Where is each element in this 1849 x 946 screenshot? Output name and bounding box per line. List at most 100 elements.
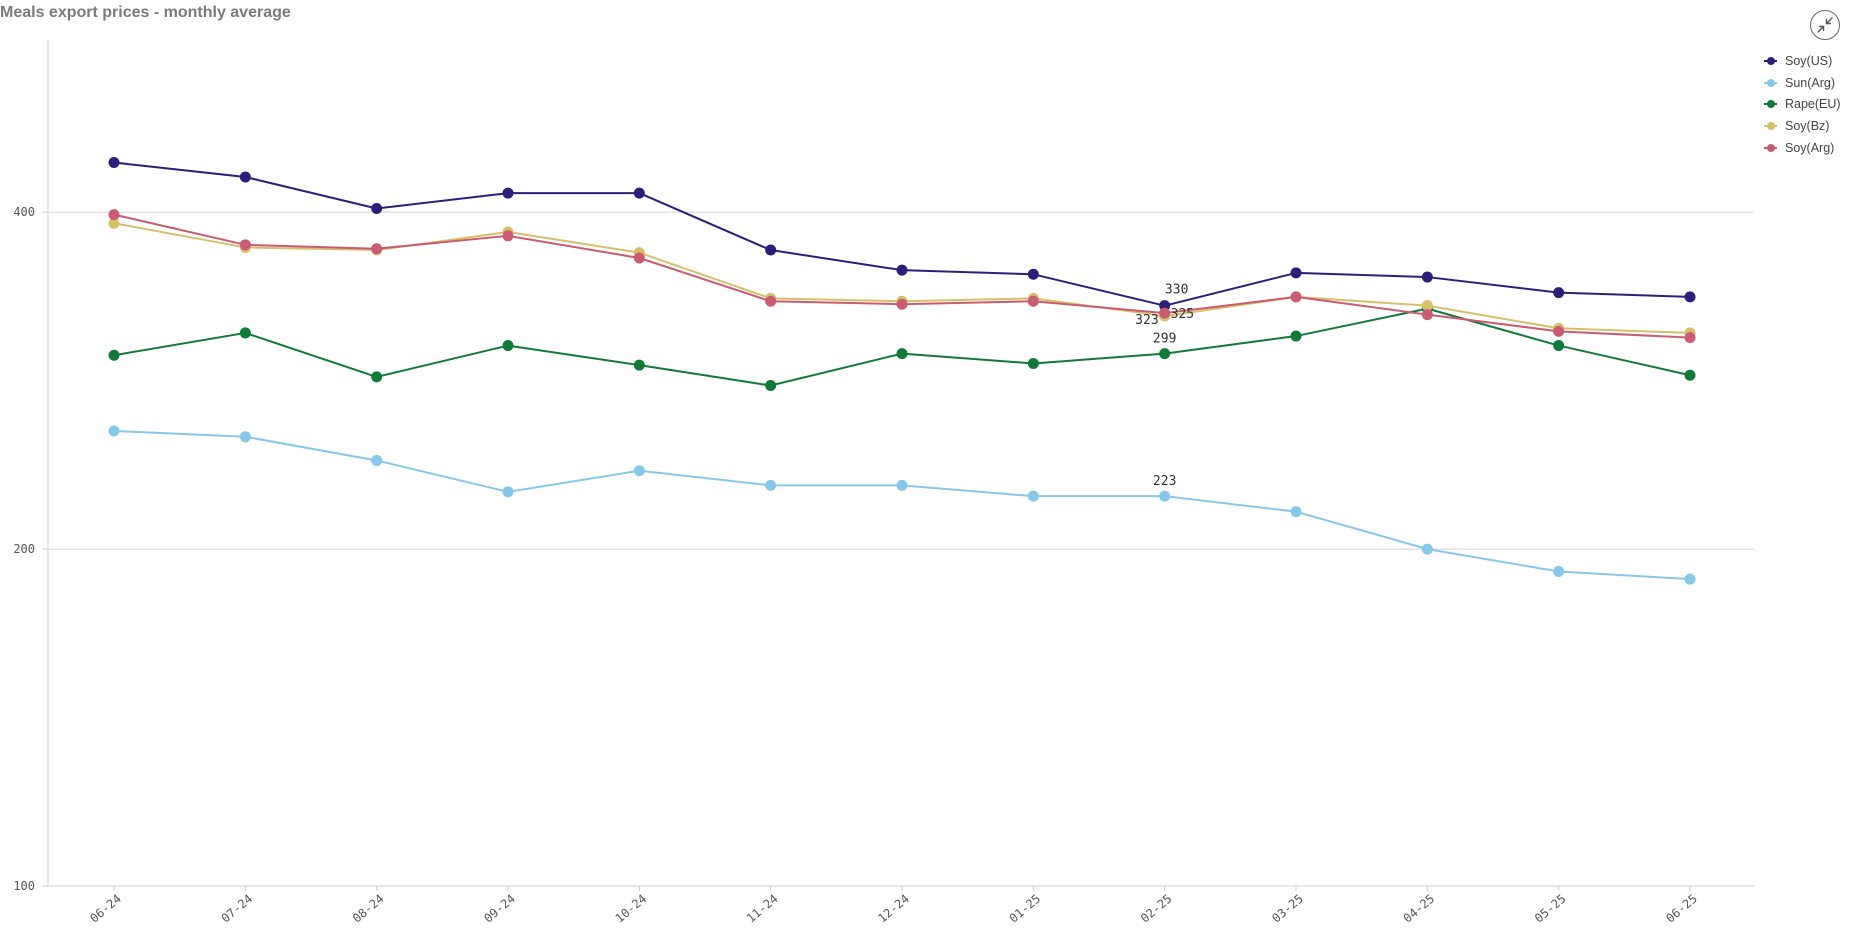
data-point-rape-eu-01-25[interactable] xyxy=(1027,357,1039,369)
data-point-rape-eu-05-25[interactable] xyxy=(1553,340,1565,352)
collapse-arrows-icon xyxy=(1817,17,1833,33)
y-tick-label-400: 400 xyxy=(13,205,35,219)
data-point-soy-us-07-24[interactable] xyxy=(239,171,251,183)
legend-swatch-sun-arg xyxy=(1764,78,1777,87)
legend-item-sun-arg[interactable]: Sun(Arg) xyxy=(1764,72,1849,94)
data-point-soy-arg-10-24[interactable] xyxy=(633,252,645,264)
data-point-rape-eu-12-24[interactable] xyxy=(896,348,908,360)
x-axis-ticks: 06-24 07-24 08-24 09-24 10-24 11-24 12-24 01-25… xyxy=(87,886,1700,926)
data-point-sun-arg-12-24[interactable] xyxy=(896,479,908,491)
data-point-rape-eu-11-24[interactable] xyxy=(765,380,777,392)
legend-label-soy-us: Soy(US) xyxy=(1785,53,1833,68)
data-point-soy-us-04-25[interactable] xyxy=(1421,271,1433,283)
x-tick-label-05-25: 05-25 xyxy=(1532,892,1569,926)
series-line-rape-eu xyxy=(113,307,1691,387)
legend-item-soy-arg[interactable]: Soy(Arg) xyxy=(1764,137,1849,159)
legend-item-soy-bz[interactable]: Soy(Bz) xyxy=(1764,115,1849,137)
data-point-soy-arg-05-25[interactable] xyxy=(1553,325,1565,337)
legend-item-soy-us[interactable]: Soy(US) xyxy=(1764,50,1849,72)
data-point-soy-arg-11-24[interactable] xyxy=(765,295,777,307)
data-point-sun-arg-09-24[interactable] xyxy=(502,486,514,498)
data-point-soy-arg-01-25[interactable] xyxy=(1027,295,1039,307)
data-point-sun-arg-08-24[interactable] xyxy=(371,454,383,466)
data-point-soy-bz-06-24[interactable] xyxy=(108,217,120,229)
data-point-sun-arg-02-25[interactable] xyxy=(1159,490,1171,502)
data-point-soy-arg-03-25[interactable] xyxy=(1290,291,1302,303)
gridlines xyxy=(48,211,1754,550)
data-point-soy-us-08-24[interactable] xyxy=(371,203,383,215)
data-point-rape-eu-08-24[interactable] xyxy=(371,371,383,383)
data-point-soy-bz-04-25[interactable] xyxy=(1421,300,1433,312)
data-point-soy-arg-02-25[interactable] xyxy=(1159,307,1171,319)
x-tick-label-06-25: 06-25 xyxy=(1663,892,1700,926)
data-point-rape-eu-07-24[interactable] xyxy=(239,327,251,339)
data-point-soy-us-01-25[interactable] xyxy=(1027,268,1039,280)
data-point-soy-arg-06-25[interactable] xyxy=(1684,332,1696,344)
data-point-sun-arg-06-24[interactable] xyxy=(108,425,120,437)
chart-legend: Soy(US) Sun(Arg) Rape(EU) Soy(Bz) Soy(Arg) xyxy=(1764,50,1849,158)
data-label-soy-us-02-25: 330 xyxy=(1165,283,1188,298)
series-line-sun-arg xyxy=(113,429,1691,581)
x-tick-label-03-25: 03-25 xyxy=(1269,892,1306,926)
data-point-soy-us-11-24[interactable] xyxy=(765,244,777,256)
x-tick-label-09-24: 09-24 xyxy=(481,892,518,926)
data-point-soy-us-06-25[interactable] xyxy=(1684,291,1696,303)
series-line-soy-arg xyxy=(113,213,1691,339)
data-label-soy-bz-02-25: 323 xyxy=(1135,313,1158,328)
data-point-soy-us-05-25[interactable] xyxy=(1553,287,1565,299)
x-tick-label-07-24: 07-24 xyxy=(219,892,256,926)
series-rape-eu xyxy=(108,303,1696,392)
data-point-soy-us-09-24[interactable] xyxy=(502,187,514,199)
data-point-soy-arg-04-25[interactable] xyxy=(1421,309,1433,321)
data-point-sun-arg-11-24[interactable] xyxy=(765,479,777,491)
legend-label-soy-arg: Soy(Arg) xyxy=(1785,140,1835,155)
data-label-rape-eu-02-25: 299 xyxy=(1153,332,1176,347)
legend-swatch-soy-bz xyxy=(1764,121,1777,130)
data-point-sun-arg-05-25[interactable] xyxy=(1553,565,1565,577)
chart-title: Meals export prices - monthly average xyxy=(0,4,291,21)
x-tick-label-10-24: 10-24 xyxy=(613,892,650,926)
data-point-rape-eu-09-24[interactable] xyxy=(502,340,514,352)
x-tick-label-01-25: 01-25 xyxy=(1007,892,1044,926)
data-point-rape-eu-10-24[interactable] xyxy=(633,359,645,371)
data-point-soy-us-03-25[interactable] xyxy=(1290,267,1302,279)
exit-fullscreen-button[interactable] xyxy=(1810,10,1840,40)
data-point-soy-arg-07-24[interactable] xyxy=(239,239,251,251)
series-line-soy-us xyxy=(113,161,1691,307)
data-point-rape-eu-02-25[interactable] xyxy=(1159,348,1171,360)
data-point-sun-arg-07-24[interactable] xyxy=(239,431,251,443)
data-point-soy-arg-12-24[interactable] xyxy=(896,298,908,310)
legend-label-sun-arg: Sun(Arg) xyxy=(1785,75,1836,90)
series-sun-arg xyxy=(108,425,1696,585)
series-soy-arg xyxy=(108,209,1696,344)
data-point-rape-eu-06-24[interactable] xyxy=(108,349,120,361)
legend-item-rape-eu[interactable]: Rape(EU) xyxy=(1764,93,1849,115)
data-point-rape-eu-03-25[interactable] xyxy=(1290,330,1302,342)
series-layer xyxy=(108,157,1696,585)
data-point-soy-us-06-24[interactable] xyxy=(108,157,120,169)
axes xyxy=(47,40,1754,887)
data-point-sun-arg-01-25[interactable] xyxy=(1027,490,1039,502)
legend-swatch-soy-arg xyxy=(1764,143,1777,152)
legend-label-rape-eu: Rape(EU) xyxy=(1785,97,1841,112)
x-tick-label-11-24: 11-24 xyxy=(744,892,781,926)
data-point-soy-arg-08-24[interactable] xyxy=(371,243,383,255)
x-tick-label-08-24: 08-24 xyxy=(350,892,387,926)
data-labels: 330 323 325 299 223 xyxy=(1135,283,1194,490)
y-tick-label-100: 100 xyxy=(13,879,35,893)
y-tick-label-200: 200 xyxy=(13,542,35,556)
data-point-sun-arg-06-25[interactable] xyxy=(1684,573,1696,585)
data-point-soy-us-10-24[interactable] xyxy=(633,187,645,199)
x-tick-label-04-25: 04-25 xyxy=(1401,892,1438,926)
series-soy-bz xyxy=(108,217,1696,339)
data-point-sun-arg-04-25[interactable] xyxy=(1421,543,1433,555)
data-point-sun-arg-10-24[interactable] xyxy=(633,465,645,477)
data-point-soy-arg-06-24[interactable] xyxy=(108,209,120,221)
data-point-soy-arg-09-24[interactable] xyxy=(502,230,514,242)
legend-label-soy-bz: Soy(Bz) xyxy=(1785,118,1830,133)
data-point-soy-us-12-24[interactable] xyxy=(896,264,908,276)
data-point-rape-eu-06-25[interactable] xyxy=(1684,369,1696,381)
x-tick-label-12-24: 12-24 xyxy=(875,892,912,926)
data-point-sun-arg-03-25[interactable] xyxy=(1290,506,1302,518)
